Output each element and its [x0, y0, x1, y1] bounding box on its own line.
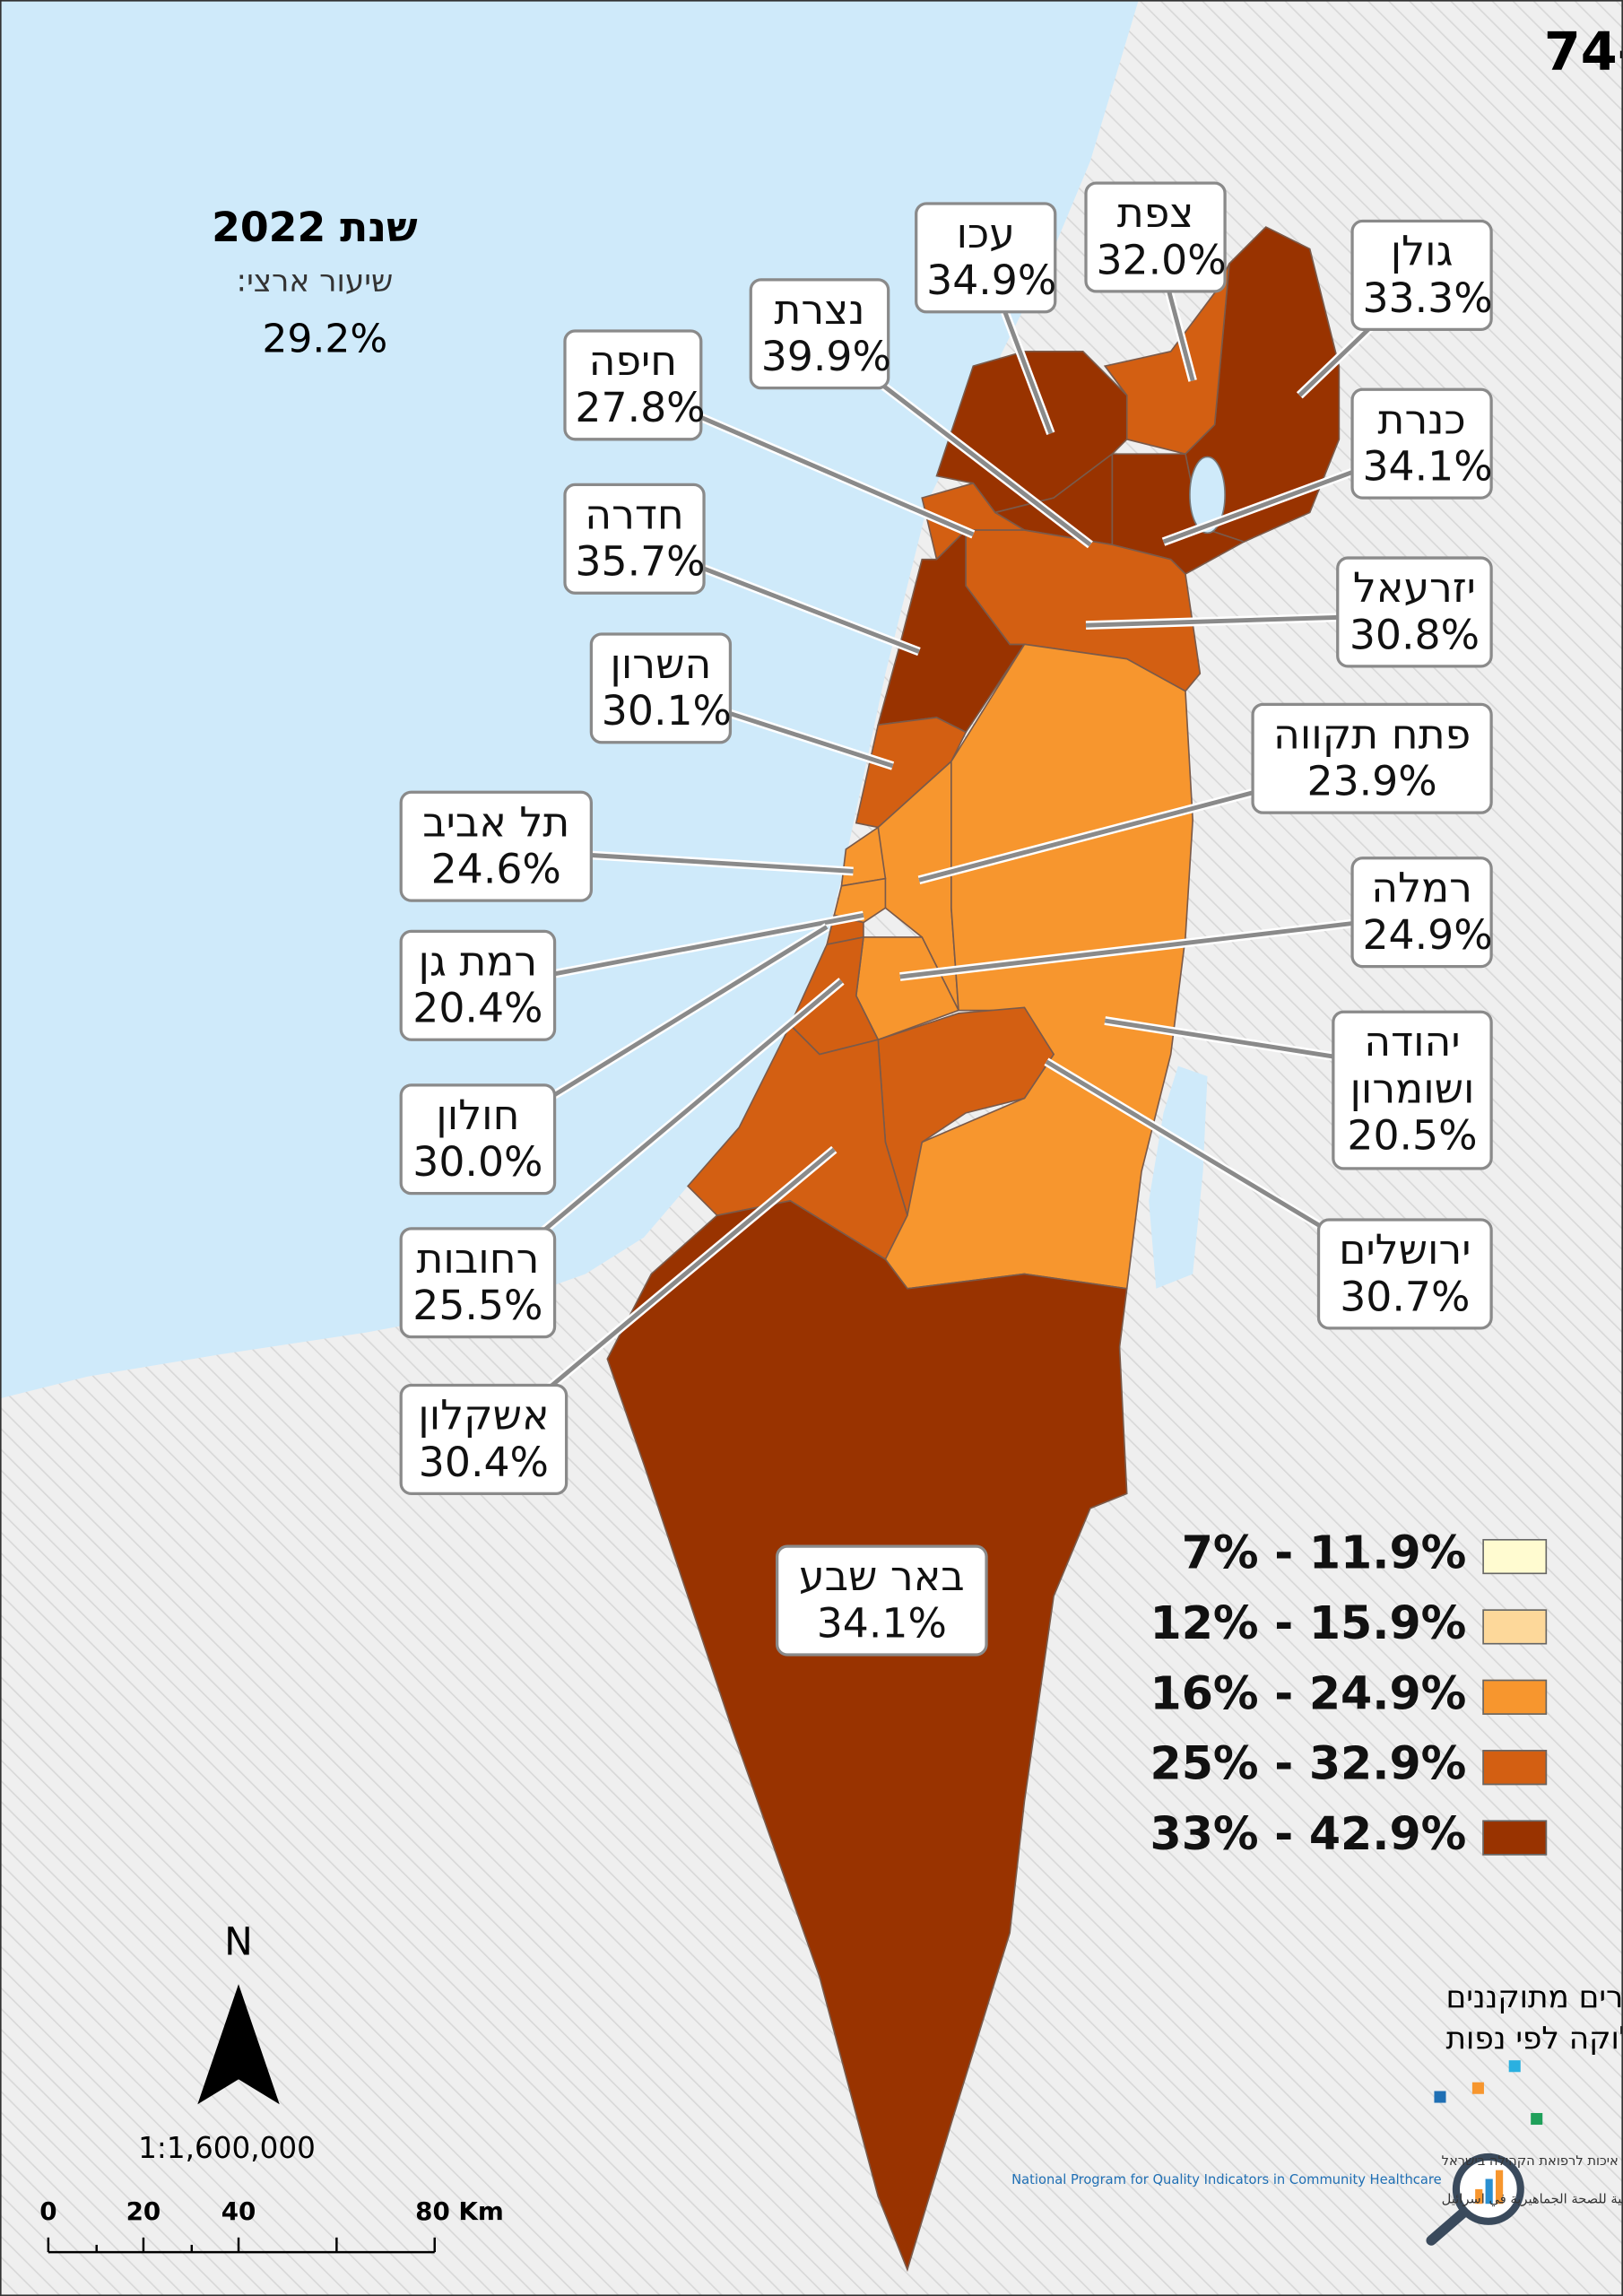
region-callout: חיפה 27.8%: [563, 329, 706, 442]
region-name: רמת גן: [418, 936, 538, 986]
region-value: 34.1%: [816, 1599, 947, 1648]
note-line: שיעורים מתוקננים: [1446, 1979, 1623, 2015]
legend-label: 7% - 11.9%: [1181, 1526, 1467, 1580]
region-name: כנרת: [1377, 395, 1466, 444]
scale-label: 0: [39, 2196, 56, 2226]
legend-swatch: [1482, 1750, 1548, 1786]
region-name: חולון: [436, 1091, 520, 1140]
lake: [1189, 456, 1226, 535]
legend-swatch: [1482, 1820, 1548, 1856]
scale-bar: [47, 2237, 436, 2254]
region: [833, 877, 887, 924]
year-label: שנת 2022: [212, 204, 418, 251]
region-name: נצרת: [774, 285, 865, 335]
legend-swatch: [1482, 1538, 1548, 1575]
region-value: 24.6%: [430, 845, 561, 894]
region-name: פתח תקווה: [1273, 709, 1471, 759]
region-callout: אשקלון 30.4%: [399, 1383, 568, 1496]
region-value: 24.9%: [1362, 910, 1493, 960]
region-callout: גולן 33.3%: [1350, 219, 1493, 332]
region-name: השרון: [610, 639, 712, 689]
region-name: גולן: [1390, 227, 1454, 275]
region-value: 20.5%: [1347, 1111, 1478, 1161]
note-line: לגיל, חלוקה לפי נפות: [1446, 2021, 1623, 2057]
north-arrow: [197, 1984, 280, 2105]
region-callout: חדרה 35.7%: [563, 483, 706, 596]
region-name: תל אביב: [422, 797, 570, 847]
legend-swatch: [1482, 1679, 1548, 1715]
region-name: חדרה: [585, 490, 684, 539]
region-value: 30.7%: [1340, 1273, 1471, 1322]
region-value: 25.5%: [412, 1281, 543, 1330]
scale-label: 40: [221, 2196, 256, 2226]
region-name: רמלה: [1371, 864, 1472, 913]
region-value: 35.7%: [575, 537, 706, 587]
region-callout: רחובות 25.5%: [399, 1227, 557, 1339]
region-callout: עכו 34.9%: [915, 202, 1057, 315]
region-callout: רמלה 24.9%: [1350, 857, 1493, 969]
region-callout: נצרת 39.9%: [749, 278, 891, 390]
region-value: 34.1%: [1362, 442, 1493, 491]
region-name: רחובות: [416, 1234, 540, 1283]
region-value: 20.4%: [412, 984, 543, 1033]
region-value: 30.1%: [601, 687, 732, 735]
region-callout: תל אביב 24.6%: [399, 790, 594, 903]
region-name: יזרעאל: [1352, 563, 1476, 613]
region: [965, 529, 1202, 692]
region-value: 39.9%: [760, 332, 891, 381]
region-value: 30.4%: [418, 1438, 549, 1487]
legend-label: 25% - 32.9%: [1150, 1738, 1467, 1791]
region-callout: יזרעאל 30.8%: [1336, 556, 1493, 669]
legend-label: 33% - 42.9%: [1150, 1808, 1467, 1862]
region-value: 23.9%: [1306, 757, 1437, 806]
region-callout: יהודה ושומרון 20.5%: [1332, 1010, 1493, 1170]
region-value: 30.8%: [1349, 611, 1480, 660]
region-callout: השרון 30.1%: [589, 632, 733, 745]
region-name: באר שבע: [798, 1552, 965, 1601]
region-name: אשקלון: [418, 1391, 550, 1439]
logo-line: התכנית הלאומית למדדי איכות לרפואת הקהילה…: [1442, 2153, 1623, 2169]
map-title: שיעור עישון בקרב בני 74-16: [1544, 21, 1623, 83]
region-name: צפת: [1116, 188, 1194, 238]
region-value: 30.0%: [412, 1137, 543, 1187]
region-callout: חולון 30.0%: [399, 1083, 557, 1196]
region-value: 33.3%: [1362, 274, 1493, 323]
legend-label: 16% - 24.9%: [1150, 1667, 1467, 1721]
region-callout: פתח תקווה 23.9%: [1251, 702, 1493, 815]
region-value: 27.8%: [575, 384, 706, 432]
region-value: 34.9%: [926, 257, 1057, 305]
scale-label: 20: [126, 2196, 161, 2226]
region-name: יהודה ושומרון: [1350, 1017, 1475, 1114]
logo-line: المشروع الوطني لمؤشرات الجودة الطبية للص…: [1442, 2191, 1623, 2206]
region-callout: ירושלים 30.7%: [1316, 1218, 1493, 1331]
region-name: עכו: [956, 209, 1015, 258]
leader-line: [899, 913, 1422, 979]
region-value: 32.0%: [1096, 236, 1227, 285]
north-label: N: [224, 1921, 253, 1965]
region-name: ירושלים: [1339, 1225, 1471, 1274]
national-value: 29.2%: [262, 316, 387, 361]
region-callout: באר שבע 34.1%: [776, 1544, 988, 1657]
region-callout: רמת גן 20.4%: [399, 929, 557, 1042]
scale-ratio: 1:1,600,000: [138, 2131, 316, 2165]
region-callout: כנרת 34.1%: [1350, 387, 1493, 500]
region-callout: צפת 32.0%: [1084, 181, 1227, 294]
legend-label: 12% - 15.9%: [1150, 1597, 1467, 1651]
logo-icon: [1426, 2060, 1543, 2246]
national-label: שיעור ארצי:: [237, 264, 394, 300]
region-name: חיפה: [588, 336, 678, 386]
scale-label: 80 Km: [415, 2196, 504, 2226]
dead-sea: [1149, 1065, 1208, 1289]
legend-swatch: [1482, 1609, 1548, 1645]
regions: [606, 226, 1341, 2273]
region: [606, 1199, 1128, 2273]
logo-line: National Program for Quality Indicators …: [1011, 2172, 1441, 2187]
